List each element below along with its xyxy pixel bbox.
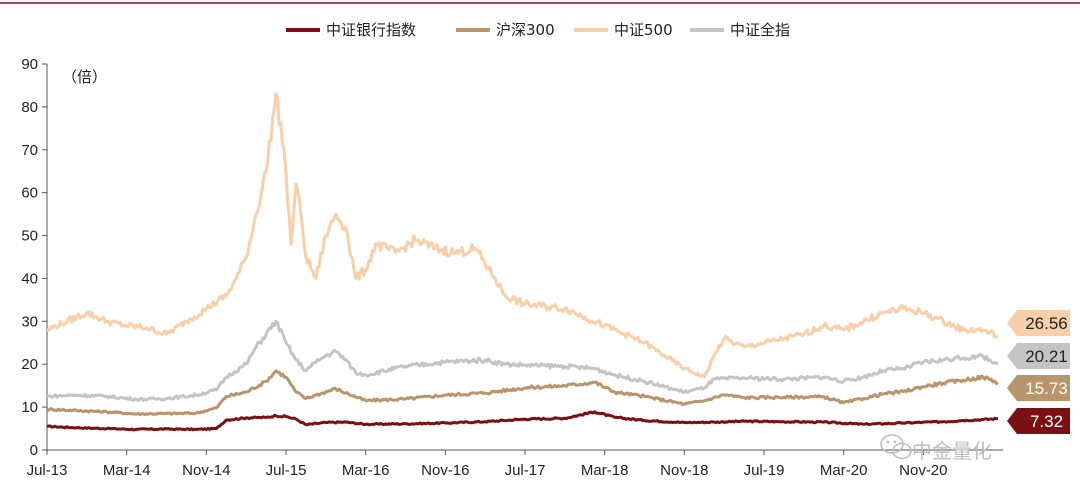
legend-item-3: 中证全指 [690, 21, 790, 39]
legend-item-2: 中证500 [574, 21, 673, 39]
end-labels: 7.32 15.73 26.56 20.21 [1007, 310, 1070, 434]
watermark: 中金量化 [880, 434, 992, 463]
series-layer [46, 92, 999, 432]
x-tick-label: Mar-20 [820, 462, 868, 479]
callout-shape [1007, 343, 1070, 369]
x-tick-label: Jul-13 [27, 462, 68, 479]
x-tick-label: Nov-16 [421, 462, 469, 479]
end-value-label: 20.21 [1025, 347, 1068, 366]
legend-item-0: 中证银行指数 [286, 21, 416, 39]
y-tick-label: 80 [21, 99, 38, 116]
x-tick-label: Jul-15 [266, 462, 307, 479]
legend: 中证银行指数 沪深300 中证500 中证全指 [286, 21, 790, 39]
y-tick-label: 30 [21, 313, 38, 330]
callout-shape [1007, 408, 1070, 434]
y-tick-label: 10 [21, 399, 38, 416]
legend-label: 中证500 [614, 21, 673, 39]
axes: 0 10 20 30 40 50 60 70 80 90 Jul-13 Mar-14 Nov-14 Jul… [21, 56, 1003, 479]
x-tick-label: Jul-17 [505, 462, 546, 479]
x-tick-label: Mar-18 [581, 462, 629, 479]
end-value-callout-3: 20.21 [1007, 343, 1070, 369]
y-unit-label: （倍） [62, 68, 107, 86]
y-tick-label: 70 [21, 142, 38, 159]
end-value-label: 7.32 [1030, 412, 1063, 431]
legend-label: 中证全指 [730, 21, 790, 39]
callout-shape [1007, 375, 1070, 401]
legend-item-1: 沪深300 [456, 21, 555, 39]
callout-shape [1007, 310, 1070, 336]
y-tick-label: 90 [21, 56, 38, 73]
y-tick-label: 20 [21, 356, 38, 373]
legend-label: 沪深300 [496, 21, 555, 39]
end-value-label: 15.73 [1025, 379, 1068, 398]
y-tick-label: 60 [21, 185, 38, 202]
x-tick-label: Nov-20 [899, 462, 947, 479]
series-line-0 [46, 410, 999, 432]
series-line-3 [46, 319, 998, 403]
x-tick-label: Nov-18 [660, 462, 708, 479]
y-tick-label: 40 [21, 270, 38, 287]
x-tick-label: Jul-19 [744, 462, 785, 479]
y-tick-label: 0 [30, 442, 38, 459]
end-value-callout-0: 7.32 [1007, 408, 1070, 434]
series-line-2 [46, 92, 999, 379]
y-tick-label: 50 [21, 228, 38, 245]
end-value-callout-1: 15.73 [1007, 375, 1070, 401]
watermark-text: 中金量化 [912, 439, 992, 463]
end-value-callout-2: 26.56 [1007, 310, 1070, 336]
end-value-label: 26.56 [1025, 314, 1068, 333]
x-tick-label: Mar-14 [103, 462, 151, 479]
legend-label: 中证银行指数 [326, 21, 416, 39]
x-tick-label: Nov-14 [182, 462, 230, 479]
x-tick-label: Mar-16 [342, 462, 390, 479]
wechat-icon [880, 434, 912, 460]
series-line-1 [46, 369, 999, 417]
